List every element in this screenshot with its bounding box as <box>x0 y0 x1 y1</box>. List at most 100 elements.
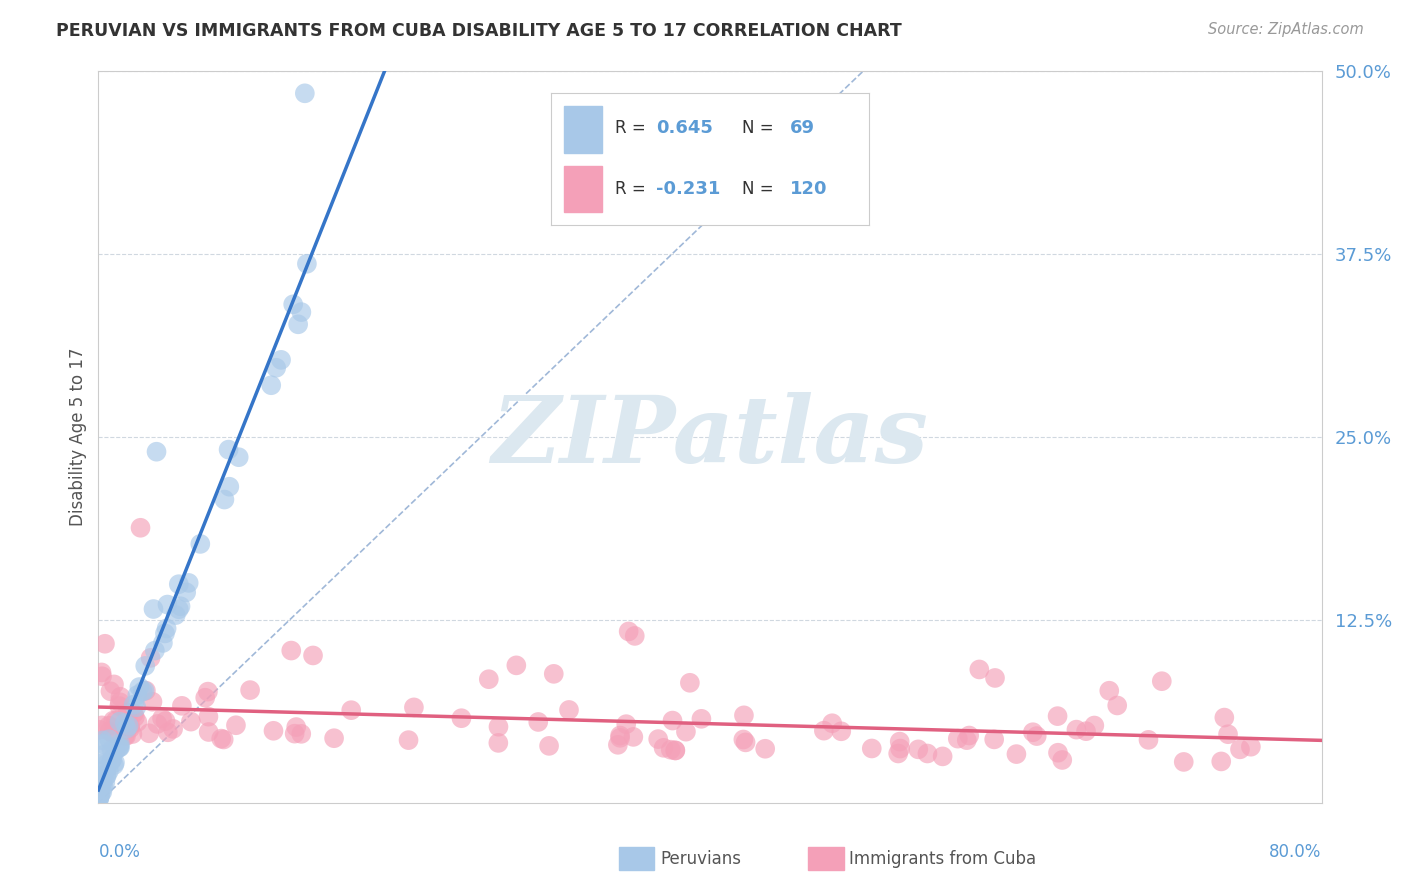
Point <box>946 731 969 746</box>
Point <box>295 257 318 271</box>
Text: ZIPatlas: ZIPatlas <box>492 392 928 482</box>
Point <box>538 739 561 753</box>
Point <box>156 598 179 612</box>
Bar <box>564 166 602 211</box>
Point <box>956 733 979 747</box>
Point <box>98 724 121 739</box>
Point <box>165 608 187 623</box>
Point <box>96 756 118 771</box>
Text: 0.645: 0.645 <box>657 119 713 136</box>
Text: 69: 69 <box>790 119 814 136</box>
Point <box>167 602 190 616</box>
Point <box>659 742 682 756</box>
Point <box>1074 724 1097 739</box>
Point <box>1005 747 1028 761</box>
Point <box>134 683 156 698</box>
Point <box>104 714 127 728</box>
Point <box>180 714 202 729</box>
Point <box>146 717 169 731</box>
Text: 80.0%: 80.0% <box>1270 843 1322 861</box>
Point <box>115 729 138 743</box>
Point <box>488 720 510 734</box>
Point <box>661 714 683 728</box>
Text: R =: R = <box>614 180 651 198</box>
Point <box>108 739 131 754</box>
Point <box>122 698 145 712</box>
Point <box>1211 755 1233 769</box>
Point <box>156 622 179 636</box>
Point <box>609 729 631 743</box>
Y-axis label: Disability Age 5 to 17: Disability Age 5 to 17 <box>69 348 87 526</box>
Point <box>860 741 883 756</box>
Text: R =: R = <box>614 119 651 136</box>
Point <box>984 671 1007 685</box>
Point <box>1046 709 1069 723</box>
Point <box>120 719 142 733</box>
Point <box>143 643 166 657</box>
Point <box>141 695 163 709</box>
Point <box>197 684 219 698</box>
Point <box>212 732 235 747</box>
Point <box>96 762 118 776</box>
Point <box>118 706 141 720</box>
Point <box>97 719 120 733</box>
Point <box>1066 723 1088 737</box>
Point <box>103 677 125 691</box>
Point <box>114 716 136 731</box>
Point <box>263 723 285 738</box>
Point <box>821 716 844 731</box>
Point <box>87 792 110 806</box>
Point <box>285 720 308 734</box>
Point <box>1229 742 1251 756</box>
Point <box>733 732 755 747</box>
Point <box>889 741 911 756</box>
Point <box>214 492 236 507</box>
Point <box>664 743 686 757</box>
Text: 120: 120 <box>790 180 827 198</box>
Point <box>889 734 911 748</box>
Point <box>93 780 115 794</box>
Point <box>127 688 149 702</box>
Point <box>91 669 114 683</box>
Point <box>907 742 929 756</box>
Point <box>283 297 305 311</box>
Point <box>1137 732 1160 747</box>
Point <box>89 769 111 783</box>
Point <box>1240 739 1263 754</box>
Point <box>91 785 114 799</box>
Point <box>125 700 148 714</box>
Point <box>264 360 287 375</box>
Point <box>135 683 157 698</box>
Point <box>122 706 145 721</box>
Text: Peruvians: Peruvians <box>661 850 742 868</box>
Point <box>754 741 776 756</box>
Point <box>101 726 124 740</box>
Point <box>505 658 527 673</box>
Text: N =: N = <box>742 180 779 198</box>
Point <box>162 722 184 736</box>
Point <box>153 626 176 640</box>
Point <box>830 724 852 739</box>
Point <box>103 758 125 772</box>
Point <box>108 695 131 709</box>
Point <box>94 775 117 789</box>
Point <box>142 602 165 616</box>
Point <box>733 708 755 723</box>
Point <box>218 442 240 457</box>
Bar <box>564 106 602 153</box>
Point <box>1083 718 1105 732</box>
Point <box>127 714 149 729</box>
Text: Source: ZipAtlas.com: Source: ZipAtlas.com <box>1208 22 1364 37</box>
Point <box>145 444 167 458</box>
Point <box>98 732 121 747</box>
Point <box>1052 753 1074 767</box>
Point <box>1022 725 1045 739</box>
Point <box>120 722 142 736</box>
Point <box>983 732 1005 747</box>
Point <box>969 662 991 676</box>
Point <box>156 725 179 739</box>
Point <box>104 756 127 770</box>
Point <box>270 352 292 367</box>
Point <box>1213 710 1236 724</box>
Point <box>89 789 111 804</box>
